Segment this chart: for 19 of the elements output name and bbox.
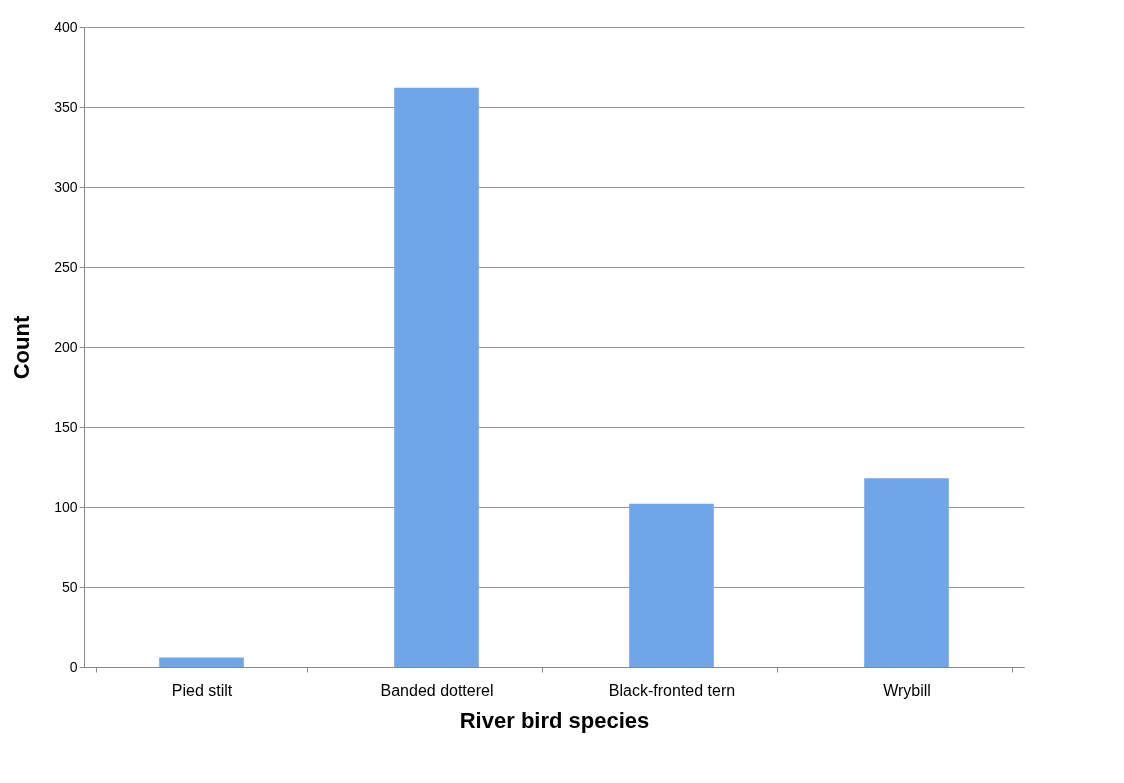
y-tick-label: 0 xyxy=(69,658,78,675)
bar xyxy=(629,503,714,667)
y-tick-label: 100 xyxy=(54,498,78,515)
y-tick-label: 350 xyxy=(54,98,78,115)
bar xyxy=(394,87,479,667)
y-tick-label: 150 xyxy=(54,418,78,435)
bar xyxy=(159,657,244,667)
y-tick-label: 300 xyxy=(54,178,78,195)
y-tick-label: 200 xyxy=(54,338,78,355)
x-tick-label: Banded dotterel xyxy=(380,681,494,699)
x-tick-label: Black-fronted tern xyxy=(608,681,736,699)
x-tick-label: Pied stilt xyxy=(171,681,233,699)
y-tick-label: 400 xyxy=(54,18,78,35)
y-tick-label: 250 xyxy=(54,258,78,275)
y-axis-title: Count xyxy=(9,315,35,380)
x-axis-title: River bird species xyxy=(459,707,650,733)
x-tick-label: Wrybill xyxy=(883,681,931,699)
y-tick-label: 50 xyxy=(61,578,78,595)
bar xyxy=(864,478,949,667)
